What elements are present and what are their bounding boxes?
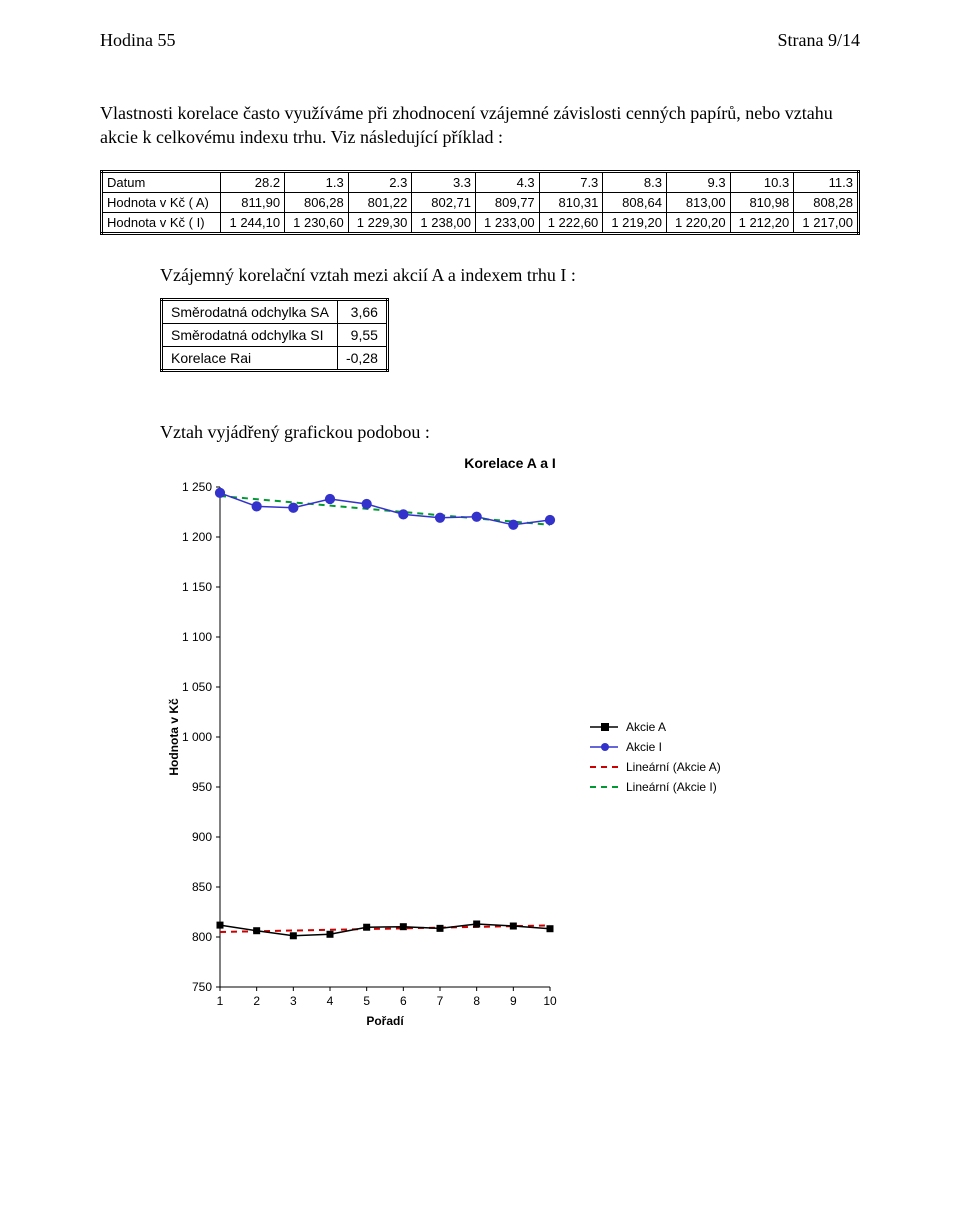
svg-text:Pořadí: Pořadí — [366, 1014, 404, 1028]
subhead-correlation: Vzájemný korelační vztah mezi akcií A a … — [160, 265, 860, 286]
cell: 802,71 — [412, 192, 476, 212]
svg-text:1 200: 1 200 — [182, 530, 212, 544]
cell: 813,00 — [666, 192, 730, 212]
table-row: Směrodatná odchylka SA3,66 — [162, 299, 388, 323]
cell: 1 217,00 — [794, 212, 859, 233]
cell: 28.2 — [221, 171, 285, 192]
row-label: Hodnota v Kč ( I) — [102, 212, 221, 233]
cell: 808,64 — [603, 192, 667, 212]
svg-text:Lineární (Akcie I): Lineární (Akcie I) — [626, 780, 717, 794]
cell: 810,98 — [730, 192, 794, 212]
svg-text:800: 800 — [192, 930, 212, 944]
cell: 4.3 — [476, 171, 540, 192]
cell: 8.3 — [603, 171, 667, 192]
data-table-main: Datum28.21.32.33.34.37.38.39.310.311.3Ho… — [100, 170, 860, 235]
svg-text:1 050: 1 050 — [182, 680, 212, 694]
svg-text:Akcie A: Akcie A — [626, 720, 666, 734]
svg-text:1 000: 1 000 — [182, 730, 212, 744]
svg-text:8: 8 — [473, 994, 480, 1008]
svg-text:950: 950 — [192, 780, 212, 794]
cell: 9.3 — [666, 171, 730, 192]
cell: 801,22 — [348, 192, 412, 212]
cell: 1 238,00 — [412, 212, 476, 233]
table-row: Datum28.21.32.33.34.37.38.39.310.311.3 — [102, 171, 859, 192]
svg-text:Hodnota v Kč: Hodnota v Kč — [167, 698, 181, 776]
correlation-chart: 750 800 850 900 950 1 000 1 050 1 100 1 150 1 200… — [160, 477, 760, 1037]
row-label: Datum — [102, 171, 221, 192]
svg-text:1 100: 1 100 — [182, 630, 212, 644]
cell: 2.3 — [348, 171, 412, 192]
svg-text:10: 10 — [543, 994, 557, 1008]
chart-title: Korelace A a I — [160, 455, 860, 471]
cell: 809,77 — [476, 192, 540, 212]
svg-text:6: 6 — [400, 994, 407, 1008]
stat-label: Korelace Rai — [162, 346, 338, 370]
svg-text:900: 900 — [192, 830, 212, 844]
stat-label: Směrodatná odchylka SA — [162, 299, 338, 323]
cell: 1 220,20 — [666, 212, 730, 233]
cell: 1 212,20 — [730, 212, 794, 233]
svg-text:Akcie I: Akcie I — [626, 740, 662, 754]
cell: 1 233,00 — [476, 212, 540, 233]
row-label: Hodnota v Kč ( A) — [102, 192, 221, 212]
cell: 1 244,10 — [221, 212, 285, 233]
cell: 1 222,60 — [539, 212, 603, 233]
table-row: Hodnota v Kč ( A)811,90806,28801,22802,7… — [102, 192, 859, 212]
svg-text:4: 4 — [327, 994, 334, 1008]
table-row: Korelace Rai-0,28 — [162, 346, 388, 370]
page-header-right: Strana 9/14 — [778, 30, 861, 51]
page-header-left: Hodina 55 — [100, 30, 176, 51]
cell: 11.3 — [794, 171, 859, 192]
stat-label: Směrodatná odchylka SI — [162, 323, 338, 346]
svg-text:850: 850 — [192, 880, 212, 894]
svg-text:Lineární (Akcie A): Lineární (Akcie A) — [626, 760, 721, 774]
cell: 1 229,30 — [348, 212, 412, 233]
cell: 10.3 — [730, 171, 794, 192]
svg-text:3: 3 — [290, 994, 297, 1008]
stat-value: -0,28 — [337, 346, 387, 370]
svg-text:1 250: 1 250 — [182, 480, 212, 494]
cell: 7.3 — [539, 171, 603, 192]
cell: 810,31 — [539, 192, 603, 212]
svg-text:750: 750 — [192, 980, 212, 994]
table-row: Směrodatná odchylka SI9,55 — [162, 323, 388, 346]
cell: 1.3 — [285, 171, 349, 192]
cell: 806,28 — [285, 192, 349, 212]
svg-text:7: 7 — [437, 994, 444, 1008]
svg-text:5: 5 — [363, 994, 370, 1008]
svg-text:1: 1 — [217, 994, 224, 1008]
svg-text:2: 2 — [253, 994, 260, 1008]
chart-container: Korelace A a I 750 800 850 900 950 1 000 1 050… — [160, 455, 860, 1042]
cell: 1 219,20 — [603, 212, 667, 233]
cell: 811,90 — [221, 192, 285, 212]
cell: 1 230,60 — [285, 212, 349, 233]
table-row: Hodnota v Kč ( I)1 244,101 230,601 229,3… — [102, 212, 859, 233]
cell: 808,28 — [794, 192, 859, 212]
stat-value: 3,66 — [337, 299, 387, 323]
subhead-chart: Vztah vyjádřený grafickou podobou : — [160, 422, 860, 443]
cell: 3.3 — [412, 171, 476, 192]
stat-value: 9,55 — [337, 323, 387, 346]
intro-paragraph: Vlastnosti korelace často využíváme při … — [100, 101, 860, 150]
svg-text:9: 9 — [510, 994, 517, 1008]
svg-text:1 150: 1 150 — [182, 580, 212, 594]
stats-table: Směrodatná odchylka SA3,66Směrodatná odc… — [160, 298, 389, 372]
